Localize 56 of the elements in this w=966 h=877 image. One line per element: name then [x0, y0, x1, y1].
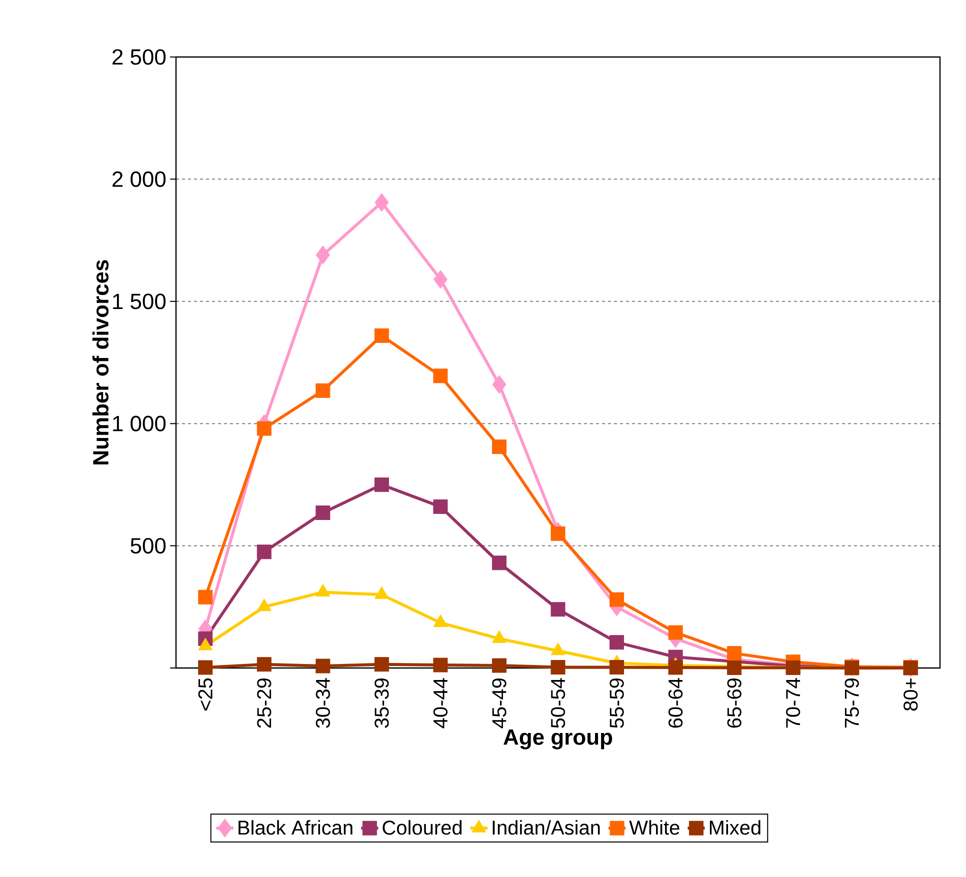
x-tick-label: 55-59 [610, 678, 624, 728]
point [374, 328, 389, 343]
point [256, 657, 272, 672]
point [198, 660, 213, 675]
x-axis-title: Age group [504, 730, 612, 750]
x-tick-label: 30-34 [316, 678, 330, 728]
x-tick-label: <25 [198, 678, 212, 710]
point [610, 592, 624, 607]
legend-label: Coloured [382, 820, 462, 835]
point [610, 635, 624, 650]
point [550, 526, 566, 541]
point [492, 658, 506, 673]
y-tick-label: 2 000 [112, 171, 166, 187]
point [316, 246, 330, 264]
x-tick-label: 65-69 [727, 678, 742, 728]
legend-label: White [629, 820, 680, 835]
point [668, 660, 683, 675]
point [492, 556, 506, 570]
point [727, 660, 742, 675]
legend-label: Black African [238, 820, 352, 835]
point [727, 646, 742, 661]
y-axis-title: Number of divorces [92, 260, 109, 464]
point [433, 368, 448, 384]
point [316, 658, 330, 674]
point [433, 658, 448, 672]
legend-label: Indian/Asian [492, 820, 600, 835]
y-tick-label: 1 500 [113, 294, 166, 310]
x-tick-label: 35-39 [374, 678, 389, 728]
point [316, 383, 330, 398]
point [316, 506, 330, 520]
x-tick-label: 40-44 [433, 678, 448, 728]
x-tick-label: 70-74 [786, 678, 800, 728]
x-tick-label: 80+ [904, 678, 918, 711]
y-tick-label: 2 500 [112, 49, 166, 65]
y-tick-label: 1 000 [113, 416, 166, 432]
x-tick-label: 45-49 [492, 678, 506, 728]
point [374, 657, 389, 672]
point [198, 590, 213, 604]
point [492, 375, 506, 394]
x-tick-label: 60-64 [668, 678, 683, 728]
point [433, 499, 448, 514]
point [256, 421, 272, 436]
point [433, 270, 448, 289]
x-tick-label: 50-54 [550, 678, 566, 728]
point [256, 544, 272, 560]
y-tick-label: 500 [130, 538, 166, 554]
x-tick-label: 75-79 [844, 678, 859, 728]
legend-label: Mixed [710, 820, 760, 835]
point [550, 660, 566, 674]
point [492, 440, 506, 454]
point [550, 602, 566, 617]
point [668, 625, 683, 640]
point [374, 193, 389, 212]
point [374, 477, 389, 492]
x-tick-label: 25-29 [257, 678, 272, 728]
point [610, 660, 624, 674]
